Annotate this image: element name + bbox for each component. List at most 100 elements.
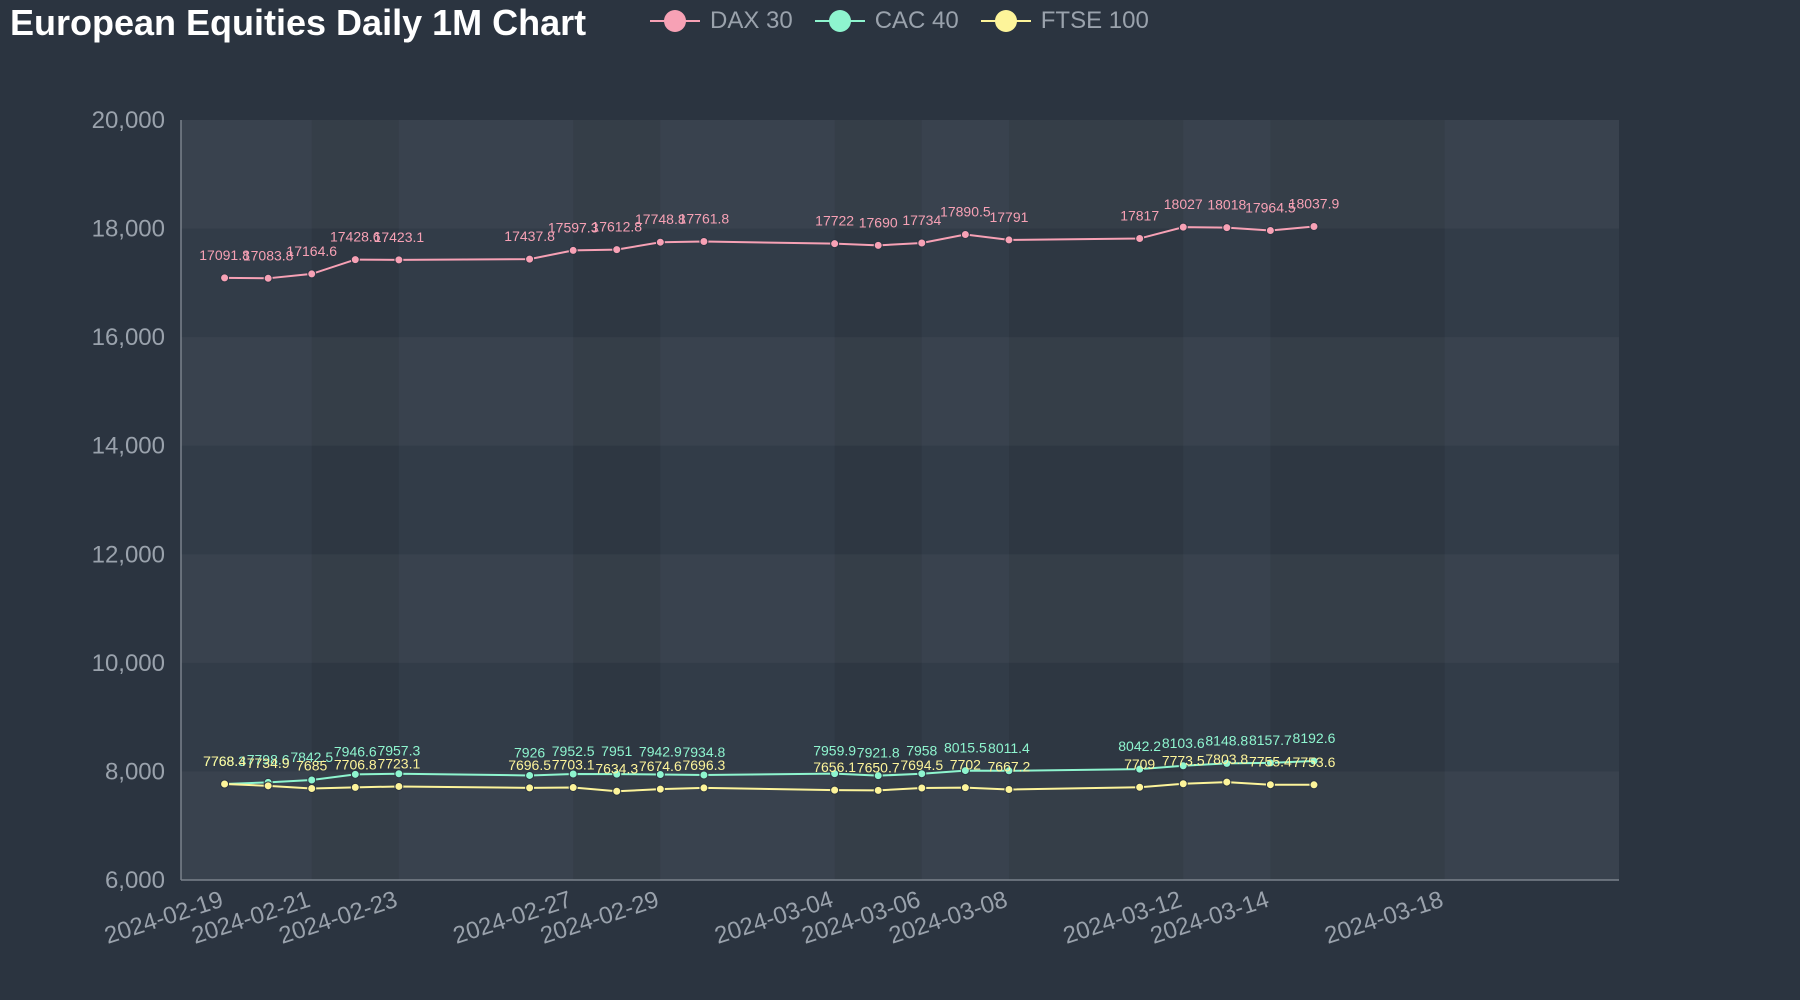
series-line	[224, 759, 1315, 786]
data-label: 8148.8	[1205, 732, 1248, 748]
data-point	[1178, 222, 1188, 232]
horizontal-band	[181, 554, 1619, 663]
data-point	[263, 273, 273, 283]
data-label: 7685	[296, 758, 327, 774]
data-label: 7703.1	[552, 757, 595, 773]
legend-label-dax: DAX 30	[710, 7, 793, 34]
vertical-band	[1008, 120, 1184, 880]
data-point	[960, 766, 970, 776]
data-label: 8192.6	[1293, 730, 1336, 746]
data-point	[873, 785, 883, 795]
data-label: 7706.8	[334, 756, 377, 772]
y-tick-label: 6,000	[105, 867, 165, 894]
data-label: 17437.8	[504, 228, 555, 244]
series-line	[224, 781, 1314, 793]
data-point	[1222, 777, 1232, 787]
data-point	[699, 237, 709, 247]
y-tick-label: 20,000	[92, 107, 165, 134]
data-label: 7921.8	[857, 745, 900, 761]
data-label: 7667.2	[988, 758, 1031, 774]
data-point	[394, 255, 404, 265]
data-point	[830, 769, 840, 779]
data-label: 17690	[859, 214, 898, 230]
data-label: 7674.6	[639, 758, 682, 774]
data-label: 7946.6	[334, 743, 377, 759]
data-label: 7952.5	[552, 743, 595, 759]
data-label: 7734.9	[247, 755, 290, 771]
data-point	[307, 269, 317, 279]
data-point	[1178, 779, 1188, 789]
data-label: 7934.8	[682, 744, 725, 760]
data-point	[350, 769, 360, 779]
data-point	[220, 779, 230, 789]
data-label: 7958	[906, 743, 937, 759]
data-point	[350, 782, 360, 792]
data-label: 7755.4	[1249, 754, 1292, 770]
data-label: 7753.6	[1293, 754, 1336, 770]
data-label: 8042.2	[1118, 738, 1161, 754]
legend-item-dax[interactable]: DAX 30	[650, 6, 793, 36]
data-point	[1265, 780, 1275, 790]
data-point	[612, 786, 622, 796]
data-point	[525, 770, 535, 780]
data-label: 17761.8	[679, 211, 730, 227]
data-label: 17428.6	[330, 229, 381, 245]
data-point	[525, 783, 535, 793]
data-label: 18018	[1207, 197, 1246, 213]
chart-title: European Equities Daily 1M Chart	[10, 2, 587, 43]
data-point	[350, 255, 360, 265]
data-point	[612, 769, 622, 779]
data-label: 17748.8	[635, 211, 686, 227]
series-ftse-100: 7768.4 7734.9 7685 7706.8 7723.1 7696.5 7703.1…	[203, 751, 1336, 796]
data-label: 18037.9	[1289, 196, 1340, 212]
data-label: 7842.5	[290, 749, 333, 765]
data-label: 17083.8	[243, 247, 294, 263]
data-point	[220, 273, 230, 283]
data-point	[917, 238, 927, 248]
data-label: 7634.3	[595, 760, 638, 776]
data-point	[568, 245, 578, 255]
legend-swatch-dax	[650, 6, 700, 36]
legend-label-cac: CAC 40	[874, 7, 959, 34]
legend-swatch-ftse	[980, 6, 1031, 36]
y-tick-label: 16,000	[92, 324, 165, 351]
data-label: 17791	[989, 209, 1028, 225]
data-point	[568, 769, 578, 779]
data-point	[655, 784, 665, 794]
data-label: 7942.9	[639, 744, 682, 760]
data-point	[699, 770, 709, 780]
data-point	[1004, 235, 1014, 245]
data-point	[307, 784, 317, 794]
horizontal-band	[181, 337, 1619, 446]
series-line	[224, 225, 1315, 280]
data-label: 8157.7	[1249, 732, 1292, 748]
vertical-band	[1270, 120, 1445, 880]
data-point	[1309, 756, 1319, 766]
data-label: 7702	[950, 757, 981, 773]
data-point	[960, 230, 970, 240]
data-point	[394, 781, 404, 791]
data-point	[263, 781, 273, 791]
plot-background	[181, 120, 1619, 880]
data-label: 7768.4	[203, 753, 246, 769]
data-point	[1265, 225, 1275, 235]
legend-item-ftse[interactable]: FTSE 100	[980, 6, 1149, 36]
data-point	[1309, 222, 1319, 232]
data-label: 17164.6	[286, 243, 337, 259]
data-label: 17597.3	[548, 219, 599, 235]
data-point	[525, 254, 535, 264]
legend-item-cac[interactable]: CAC 40	[814, 6, 959, 36]
data-label: 7656.1	[813, 759, 856, 775]
data-point	[917, 769, 927, 779]
data-label: 17890.5	[940, 204, 991, 220]
data-point	[830, 239, 840, 249]
legend: DAX 30 CAC 40 FTSE 100	[650, 6, 1171, 36]
data-point	[873, 771, 883, 781]
y-tick-label: 8,000	[105, 758, 165, 785]
data-point	[1222, 223, 1232, 233]
y-tick-label: 12,000	[92, 541, 165, 568]
data-label: 7768.3	[203, 753, 246, 769]
data-label: 7951	[601, 743, 632, 759]
data-label: 17964.5	[1245, 199, 1296, 215]
